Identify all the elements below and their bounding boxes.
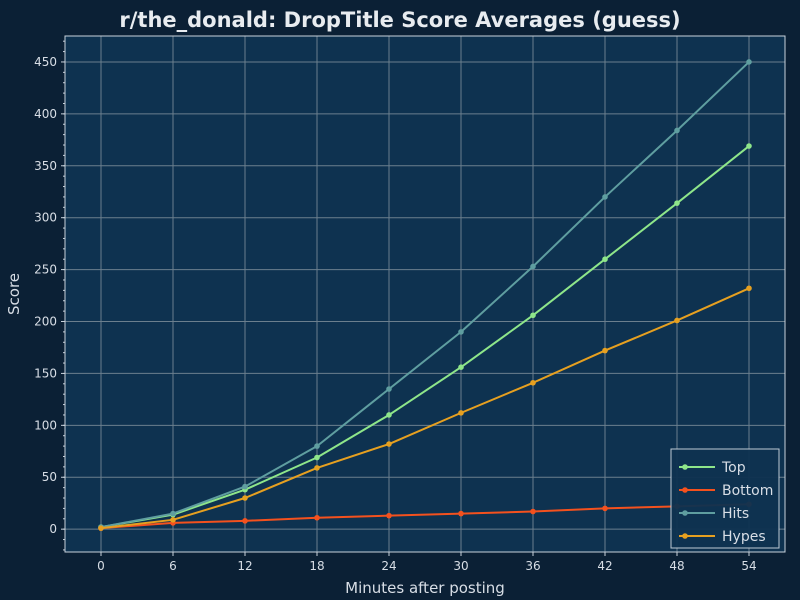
data-point-hypes: [602, 347, 608, 354]
data-point-hits: [170, 510, 176, 517]
data-point-hypes: [386, 441, 392, 447]
data-point-hypes: [530, 379, 536, 386]
legend-label-hypes: Hypes: [722, 529, 766, 545]
series-line-hits: [100, 61, 750, 529]
data-point-top: [746, 143, 752, 149]
y-tick-label: 350: [34, 159, 57, 173]
y-tick-label: 0: [49, 522, 57, 536]
x-axis-label: Minutes after posting: [345, 579, 505, 597]
x-tick-label: 36: [525, 559, 540, 573]
data-point-bottom: [458, 510, 464, 517]
y-tick-label: 100: [34, 418, 57, 432]
data-point-hypes: [170, 517, 176, 523]
y-tick-label: 200: [34, 315, 57, 329]
series-line-top: [100, 145, 750, 529]
legend-label-hits: Hits: [722, 506, 749, 522]
plot-background: [65, 36, 785, 552]
legend-marker-top: [682, 464, 688, 470]
y-tick-label: 450: [34, 55, 57, 69]
legend-box: [670, 448, 780, 549]
data-point-top: [674, 200, 680, 206]
data-point-bottom: [314, 514, 320, 521]
x-tick-label: 18: [309, 559, 324, 573]
x-tick-label: 0: [97, 559, 105, 573]
data-point-hypes: [314, 465, 320, 471]
data-point-hypes: [242, 495, 248, 501]
data-point-hypes: [746, 285, 752, 292]
legend-marker-bottom: [682, 487, 688, 493]
data-point-top: [314, 454, 320, 461]
y-tick-label: 400: [34, 107, 57, 121]
data-point-bottom: [530, 508, 536, 515]
y-tick-label: 150: [34, 366, 57, 380]
data-point-hits: [530, 263, 536, 270]
plot-frame: [64, 35, 786, 553]
y-axis-label: Score: [5, 273, 23, 315]
data-point-hypes: [674, 317, 680, 324]
series-line-bottom: [100, 503, 750, 530]
y-tick-label: 250: [34, 263, 57, 277]
data-point-hits: [242, 483, 248, 490]
series-line-hypes: [100, 287, 750, 530]
data-point-top: [386, 412, 392, 418]
x-tick-label: 48: [669, 559, 684, 573]
data-point-top: [530, 312, 536, 319]
legend-label-top: Top: [721, 460, 746, 476]
x-tick-label: 24: [381, 559, 396, 573]
x-tick-label: 12: [237, 559, 252, 573]
data-point-hits: [602, 194, 608, 200]
data-point-hits: [746, 59, 752, 65]
x-tick-label: 6: [169, 559, 177, 573]
chart-title: r/the_donald: DropTitle Score Averages (…: [119, 8, 680, 32]
legend-label-bottom: Bottom: [722, 483, 773, 499]
data-point-hits: [314, 443, 320, 449]
data-point-bottom: [386, 512, 392, 519]
data-point-hits: [458, 329, 464, 335]
y-tick-label: 50: [42, 470, 57, 484]
data-point-top: [458, 364, 464, 370]
x-tick-label: 30: [453, 559, 468, 573]
legend-marker-hypes: [682, 533, 688, 539]
data-point-hits: [386, 386, 392, 392]
x-tick-label: 54: [741, 559, 756, 573]
data-point-hypes: [458, 410, 464, 416]
data-point-top: [602, 256, 608, 263]
legend-marker-hits: [682, 510, 688, 516]
y-tick-label: 300: [34, 211, 57, 225]
data-point-bottom: [602, 505, 608, 512]
data-point-bottom: [242, 518, 248, 524]
data-point-hits: [674, 127, 680, 134]
legend: Top Bottom Hits Hypes: [670, 448, 780, 549]
data-point-hypes: [98, 525, 104, 531]
x-tick-label: 42: [597, 559, 612, 573]
plot-area: 0 6 12 18 24 30 36 42 48 54 0 50 100 150 200 250 300 350 4…: [5, 35, 786, 597]
